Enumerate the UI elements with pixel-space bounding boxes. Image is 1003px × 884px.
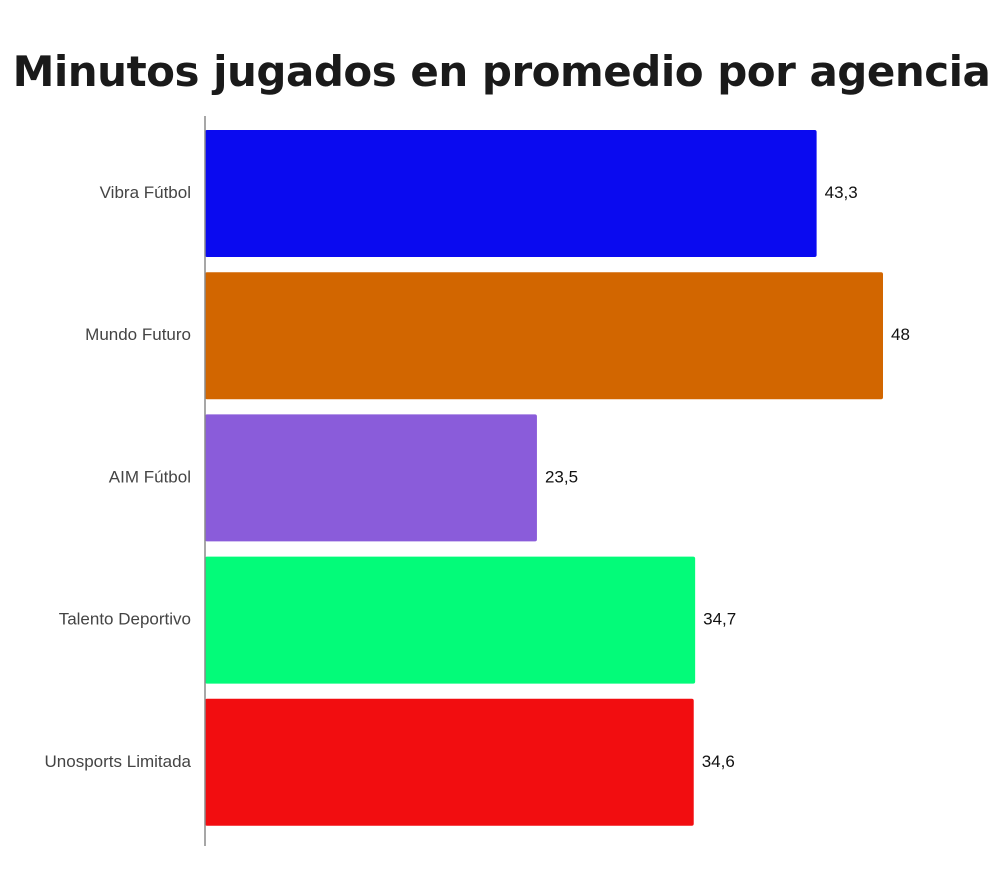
bar [205, 556, 696, 684]
value-label: 48 [891, 325, 910, 344]
bar [205, 130, 817, 257]
category-label: Vibra Fútbol [100, 183, 191, 202]
value-label: 34,6 [702, 752, 735, 771]
bar [205, 272, 883, 400]
category-label: AIM Fútbol [109, 467, 191, 486]
category-label: Unosports Limitada [45, 752, 192, 771]
bar [205, 698, 694, 826]
category-label: Talento Deportivo [59, 610, 191, 629]
value-label: 23,5 [545, 467, 578, 486]
chart-title: Minutos jugados en promedio por agencia [12, 47, 991, 96]
bar [205, 414, 537, 542]
value-label: 34,7 [703, 610, 736, 629]
category-label: Mundo Futuro [85, 325, 191, 344]
value-label: 43,3 [825, 183, 858, 202]
